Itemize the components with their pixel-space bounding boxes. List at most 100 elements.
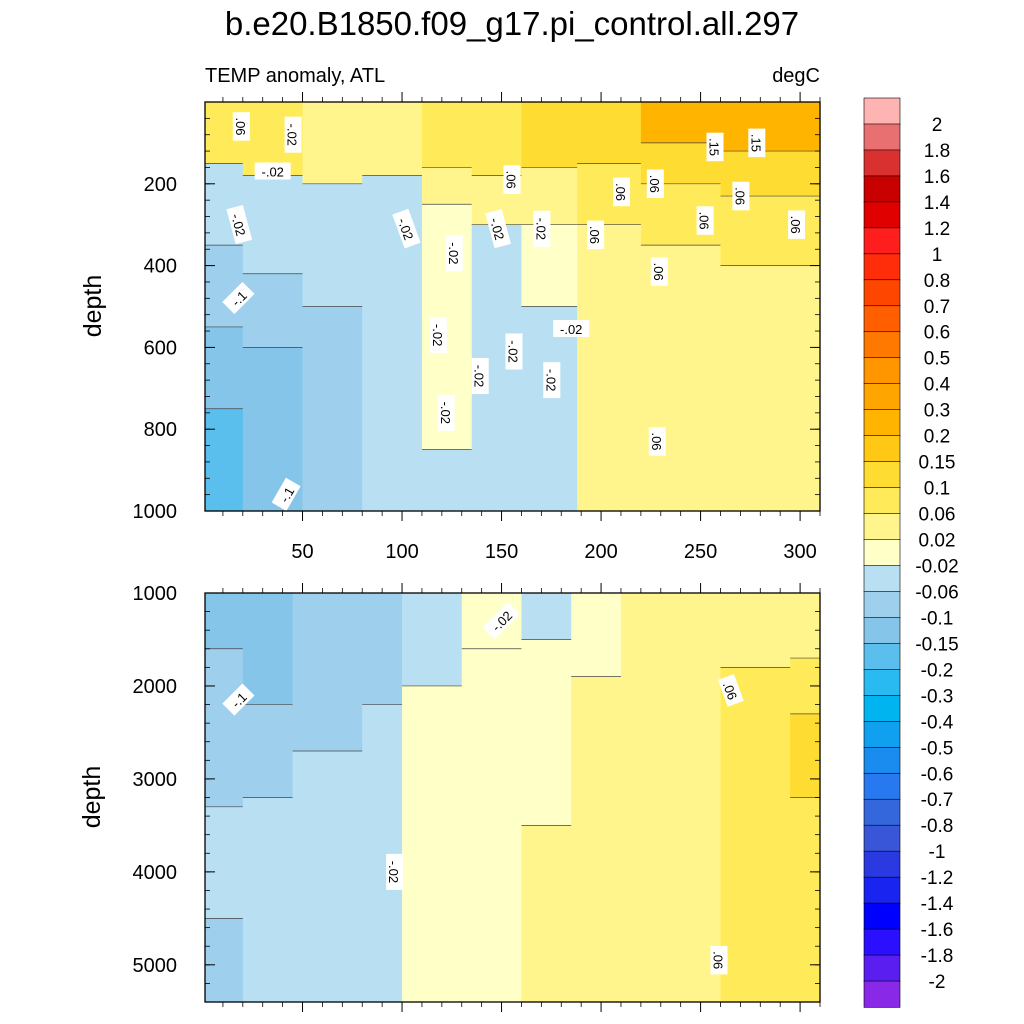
contour-band: [205, 806, 244, 919]
contour-label-box: [748, 128, 766, 158]
contour-band: [571, 676, 622, 1003]
contour-label: -.02: [533, 210, 551, 247]
colorbar-label: -0.02: [915, 557, 958, 578]
contour-label-text: -.02: [261, 165, 283, 180]
contour-band: [521, 593, 572, 641]
contour-label-text: -.02: [228, 212, 248, 238]
contour-band: [362, 704, 403, 1003]
contour-label-text: -.02: [472, 365, 487, 387]
colorbar-label: -1.6: [921, 920, 954, 941]
upper-depth-panel: .06 -.02-.02-.02-.1-.1-.02-.02-.02 -.02-.0…: [79, 92, 821, 563]
contour-label: -.02: [553, 320, 590, 337]
colorbar-swatch: [863, 331, 901, 359]
upper-filled-contours: [205, 102, 821, 512]
y-tick-label: 800: [144, 419, 177, 441]
colorbar-swatch: [863, 409, 901, 437]
contour-label-text: .06: [697, 212, 712, 230]
x-tick-label: 250: [684, 541, 717, 563]
contour-label-box: [648, 427, 666, 456]
contour-label: .06: [648, 427, 666, 456]
colorbar-label: 0.5: [924, 349, 950, 370]
contour-label-text: .06: [647, 175, 662, 193]
contour-label-box: [650, 257, 668, 286]
contour-label: .06: [503, 165, 521, 194]
contour-label: -.02: [226, 204, 253, 245]
colorbar-label: -0.2: [921, 660, 954, 681]
contour-label-box: [732, 181, 750, 211]
colorbar-swatch: [863, 487, 901, 515]
upper-axes: 200 400 600 800 1000 50 100 150 200 250 300: [133, 92, 821, 563]
y-tick-label: 5000: [133, 955, 178, 977]
colorbar-label: 0.3: [924, 401, 950, 422]
contour-label-box: [437, 394, 455, 431]
colorbar-label: -0.3: [921, 686, 954, 707]
y-tick-label: 4000: [133, 862, 178, 884]
colorbar-label: -0.8: [921, 816, 954, 837]
upper-contour-labels: .06 -.02-.02-.02-.1-.1-.02-.02-.02 -.02-.0…: [222, 112, 806, 511]
colorbar: 2 1.8 1.6 1.4 1.2 1 0.8 0.7 0.6 0.5 0.4 0.3 0.2 0.15 0…: [863, 97, 959, 1008]
contour-label-box: [485, 209, 511, 249]
contour-label-text: .06: [732, 187, 747, 205]
contour-label: -.02: [543, 362, 561, 399]
contour-label-box: [222, 683, 255, 716]
colorbar-label: 0.1: [924, 479, 950, 500]
y-tick-label: 1000: [133, 501, 178, 523]
colorbar-swatch: [863, 201, 901, 229]
contour-band: [205, 245, 244, 328]
colorbar-label: -1.8: [921, 946, 954, 967]
colorbar-label: -0.06: [915, 583, 958, 604]
y-tick-label: 1000: [133, 583, 178, 605]
contour-label: -.02: [429, 317, 447, 354]
colorbar-label: -0.5: [921, 738, 954, 759]
contour-band: [205, 408, 244, 512]
contour-band: [242, 797, 294, 1003]
y-tick-label: 200: [144, 174, 177, 196]
colorbar-swatch: [863, 461, 901, 489]
contour-band: [242, 593, 294, 706]
colorbar-label: -1.2: [921, 868, 954, 889]
lower-filled-contours: [205, 593, 821, 1003]
contour-band: [521, 825, 572, 1003]
colorbar-swatch: [863, 123, 901, 151]
contour-band: [292, 751, 363, 1003]
contour-label-box: [386, 853, 404, 890]
contour-label-box: [788, 210, 806, 239]
colorbar-swatch: [863, 721, 901, 748]
colorbar-swatch: [863, 97, 901, 125]
contour-label: .06: [710, 945, 728, 975]
contour-label: -.02: [485, 209, 511, 249]
colorbar-label: 0.8: [924, 271, 950, 292]
contour-label-box: [392, 208, 421, 249]
colorbar-label: 0.06: [919, 505, 956, 526]
contour-label-box: [226, 204, 253, 245]
colorbar-swatch: [863, 253, 901, 281]
colorbar-label: 0.7: [924, 297, 950, 318]
contour-label-text: -.02: [560, 322, 582, 337]
contour-label-text: -.02: [506, 340, 521, 362]
colorbar-swatch: [863, 669, 901, 697]
colorbar-label: -2: [929, 972, 946, 993]
contour-label: -.02: [392, 208, 421, 249]
colorbar-swatch: [863, 591, 901, 619]
colorbar-swatch: [863, 695, 901, 723]
contour-band: [620, 593, 722, 1003]
colorbar-swatch: [863, 149, 901, 177]
contour-band: [577, 224, 642, 512]
contour-label: .06: [732, 181, 750, 211]
colorbar-swatch: [863, 746, 901, 774]
contour-label: .06: [650, 257, 668, 286]
contour-label-box: [587, 220, 605, 250]
colorbar-swatch: [863, 876, 901, 904]
contour-band: [292, 593, 363, 752]
contour-label-box: [505, 333, 523, 370]
contour-label: -.02: [505, 333, 523, 370]
colorbar-label: 0.2: [924, 427, 950, 448]
contour-band: [302, 183, 363, 308]
contour-label-text: -.02: [438, 402, 453, 424]
colorbar-label: 0.4: [924, 375, 951, 396]
colorbar-label: 2: [932, 115, 943, 136]
contour-label-text: .06: [233, 117, 248, 135]
contour-label: .06: [613, 177, 630, 207]
contour-band: [402, 685, 463, 1003]
